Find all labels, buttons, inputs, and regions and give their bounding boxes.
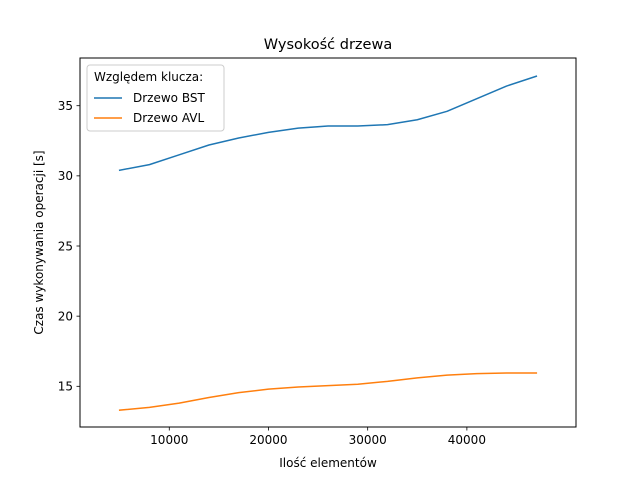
legend: Względem klucza: Drzewo BST Drzewo AVL: [86, 64, 225, 132]
y-tick-label: 25: [58, 239, 73, 253]
legend-title: Względem klucza:: [94, 70, 203, 84]
series-line-avl: [118, 372, 538, 411]
series-layer: [118, 75, 538, 411]
legend-label-bst: Drzewo BST: [133, 91, 205, 105]
y-tick-label: 15: [58, 380, 73, 394]
x-tick-label: 10000: [150, 433, 188, 447]
legend-box: [86, 64, 225, 132]
chart-title: Wysokość drzewa: [264, 37, 392, 53]
x-tick-label: 20000: [249, 433, 287, 447]
series-line-bst: [118, 75, 538, 172]
y-ticks: 15 20 25 30 35: [58, 99, 80, 394]
x-tick-label: 40000: [448, 433, 486, 447]
plot-frame: [79, 57, 577, 428]
y-tick-label: 30: [58, 169, 73, 183]
legend-label-avl: Drzewo AVL: [133, 111, 204, 125]
x-ticks: 10000 20000 30000 40000: [150, 427, 486, 447]
x-axis-label: Ilość elementów: [279, 456, 377, 470]
y-axis-label: Czas wykonywania operacji [s]: [32, 150, 46, 334]
x-tick-label: 30000: [349, 433, 387, 447]
y-tick-label: 20: [58, 309, 73, 323]
y-tick-label: 35: [58, 99, 73, 113]
